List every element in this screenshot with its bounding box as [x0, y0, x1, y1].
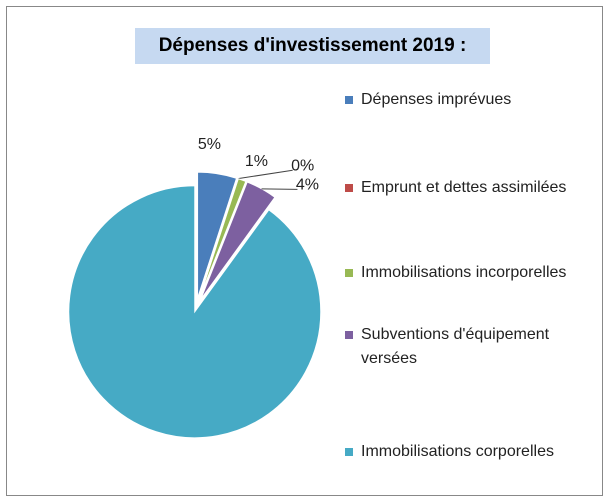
pie-slice	[200, 181, 276, 300]
pie-slice	[197, 171, 238, 299]
leader-line	[237, 169, 293, 180]
legend-item: Dépenses imprévues	[345, 88, 590, 112]
legend-label: Subventions d'équipement versées	[361, 326, 550, 367]
leader-line	[261, 188, 298, 190]
legend-item: Immobilisations incorporelles	[345, 261, 590, 285]
data-label: 0%	[291, 157, 314, 174]
legend-swatch	[345, 269, 353, 277]
legend-item: Immobilisations corporelles	[345, 440, 590, 464]
legend-swatch	[345, 331, 353, 339]
legend-swatch	[345, 184, 353, 192]
chart-title: Dépenses d'investissement 2019 :	[135, 28, 490, 64]
legend-label: Immobilisations corporelles	[361, 443, 554, 460]
data-label: 4%	[296, 177, 319, 194]
legend-label: Immobilisations incorporelles	[361, 264, 567, 281]
pie-slice	[198, 178, 247, 299]
legend-label: Emprunt et dettes assimilées	[361, 179, 567, 196]
data-label: 5%	[198, 136, 221, 153]
legend-label: Dépenses imprévues	[361, 91, 512, 108]
chart-frame	[6, 6, 603, 496]
data-label: 1%	[245, 153, 268, 170]
legend-item: Emprunt et dettes assimilées	[345, 176, 590, 200]
legend-item: Subventions d'équipement versées	[345, 323, 590, 371]
pie-slice	[68, 185, 322, 439]
legend-swatch	[345, 448, 353, 456]
legend-swatch	[345, 96, 353, 104]
